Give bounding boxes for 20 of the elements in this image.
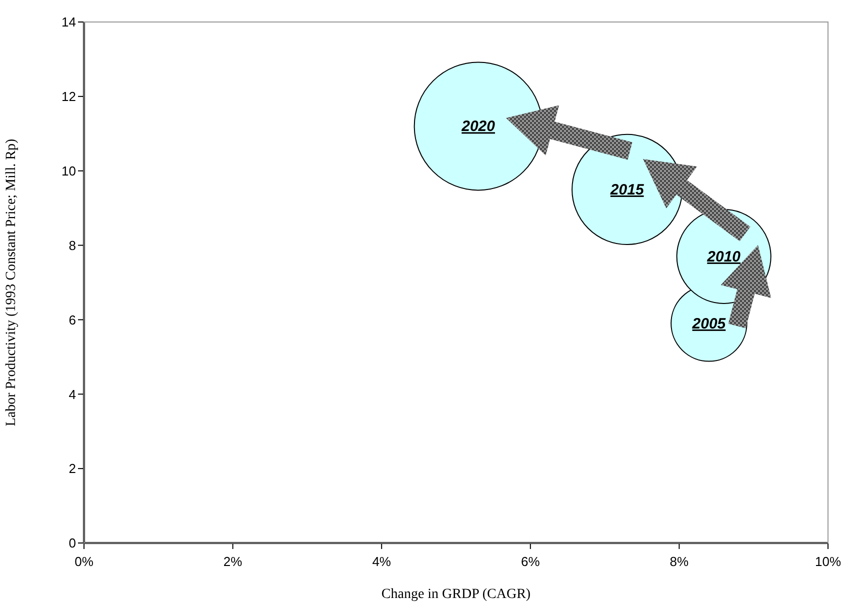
x-tick-label: 8%: [670, 554, 690, 570]
x-tick-label: 4%: [372, 554, 392, 570]
x-tick-label: 2%: [223, 554, 243, 570]
series-label: 2015: [609, 181, 644, 198]
y-tick-label: 12: [62, 89, 76, 104]
y-axis-title: Labor Productivity (1993 Constant Price; Mill. Rp): [4, 138, 19, 426]
y-tick-label: 8: [68, 238, 76, 253]
y-tick-label: 6: [68, 312, 76, 328]
series-label: 2020: [460, 118, 496, 136]
series-label: 2010: [706, 248, 742, 266]
x-tick-label: 10%: [814, 554, 842, 570]
y-tick-label: 2: [68, 461, 76, 476]
series-label: 2005: [691, 315, 726, 332]
y-tick-label: 4: [68, 386, 76, 402]
x-axis-title: Change in GRDP (CAGR): [381, 587, 531, 602]
y-tick-label: 10: [62, 163, 76, 178]
x-tick-label: 6%: [521, 554, 540, 570]
y-tick-label: 14: [62, 14, 76, 30]
y-tick-label: 0: [68, 536, 76, 551]
x-tick-label: 0%: [74, 554, 94, 570]
